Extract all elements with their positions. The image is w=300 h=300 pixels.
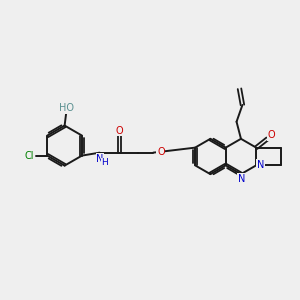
Text: H: H [101, 158, 108, 167]
Text: O: O [116, 126, 124, 136]
Text: Cl: Cl [24, 151, 34, 160]
Text: O: O [157, 147, 165, 157]
Text: O: O [268, 130, 275, 140]
Text: N: N [257, 160, 264, 170]
Text: N: N [96, 154, 103, 164]
Text: HO: HO [59, 103, 74, 113]
Text: N: N [238, 174, 245, 184]
